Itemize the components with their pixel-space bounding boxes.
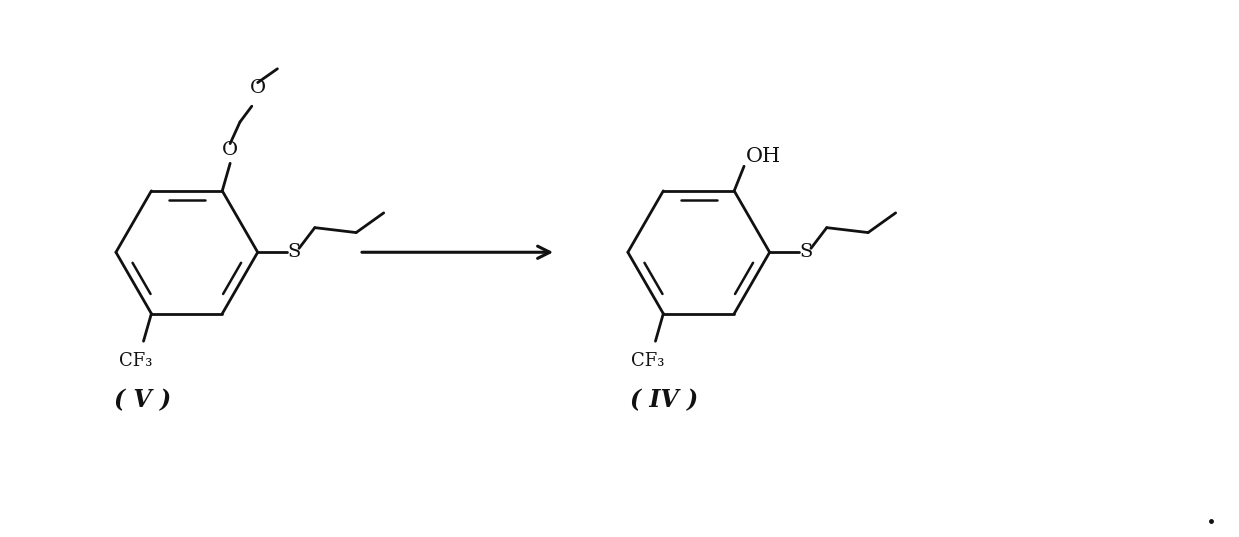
Text: OH: OH [746,147,782,166]
Text: ( IV ): ( IV ) [631,388,699,412]
Text: O: O [249,79,265,98]
Text: S: S [287,243,301,262]
Text: S: S [799,243,813,262]
Text: O: O [222,141,238,158]
Text: ( V ): ( V ) [114,388,171,412]
Text: CF₃: CF₃ [119,352,152,370]
Text: CF₃: CF₃ [631,352,664,370]
